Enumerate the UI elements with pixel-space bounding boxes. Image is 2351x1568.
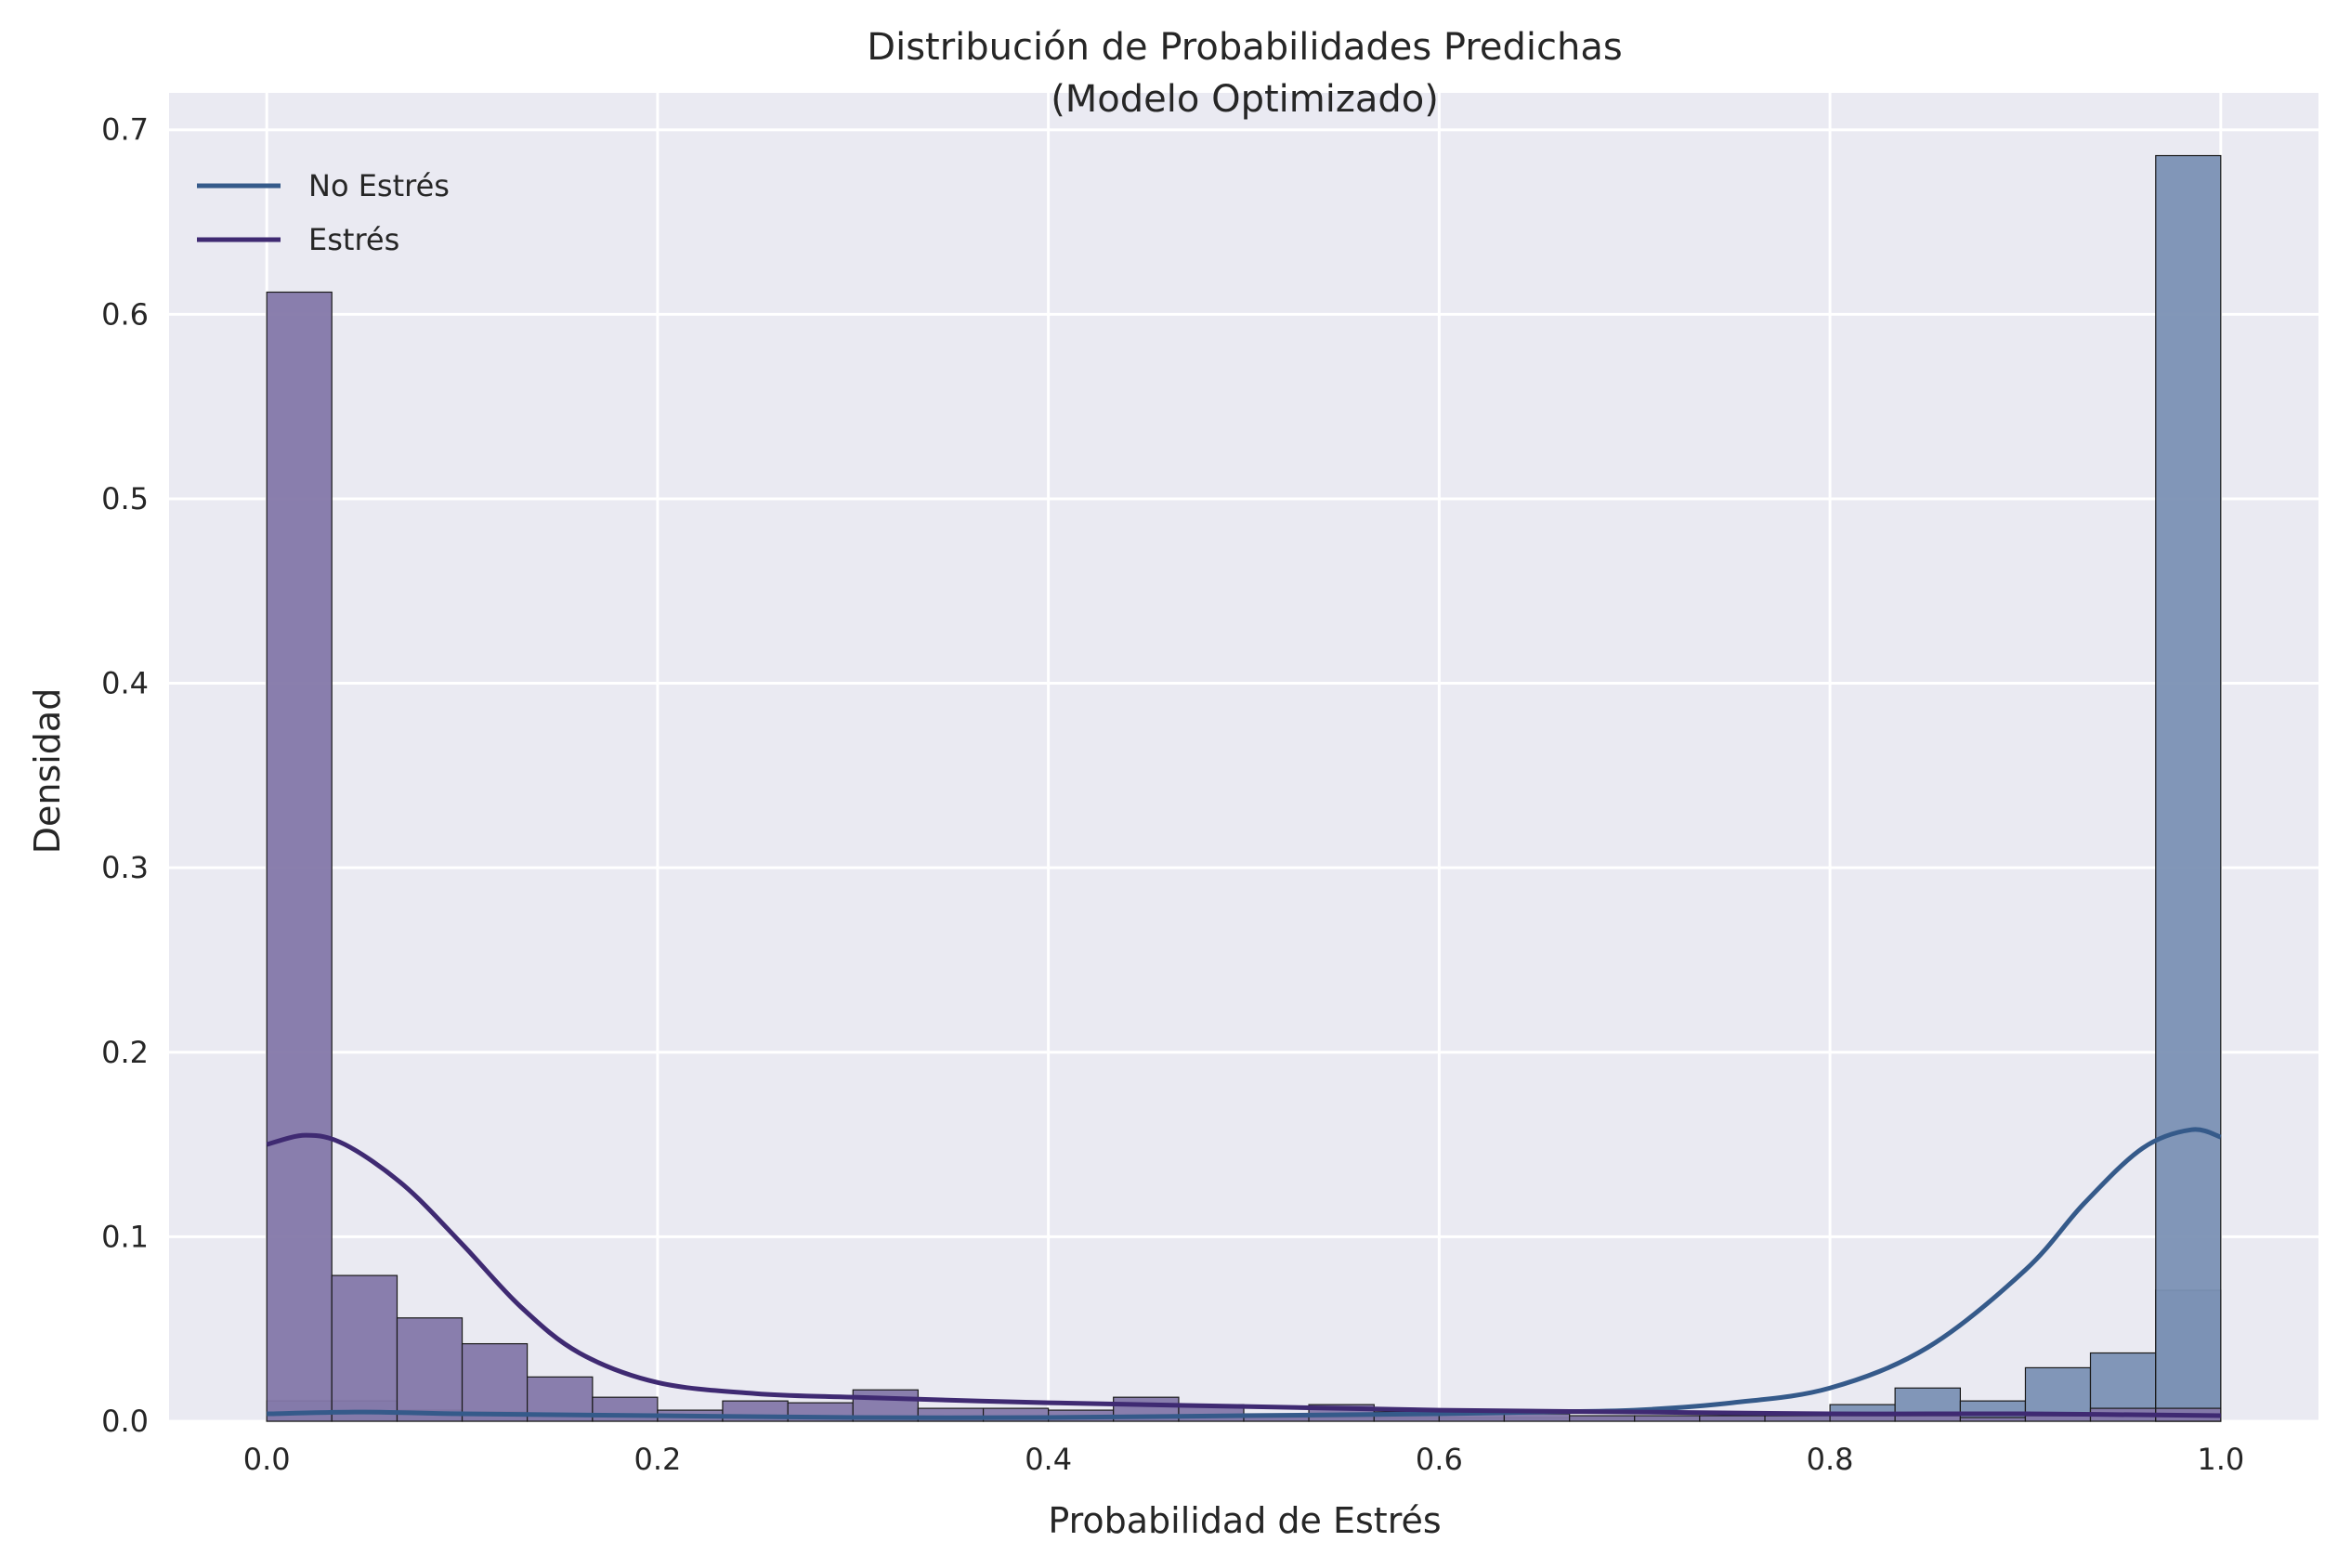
chart-title: Distribución de Probabilidades Predichas <box>867 26 1622 69</box>
histogram-bar <box>266 291 333 1422</box>
histogram-bar <box>1764 1415 1831 1422</box>
histogram-bar <box>1829 1415 1896 1422</box>
x-tick-label: 0.4 <box>1025 1442 1072 1477</box>
histogram-bar <box>1894 1415 1962 1422</box>
histogram-bar <box>331 1274 398 1422</box>
y-axis-ticks: 0.0 0.1 0.2 0.3 0.4 0.5 0.6 0.7 <box>101 112 149 1439</box>
x-tick-label: 0.6 <box>1416 1442 1463 1477</box>
y-tick-label: 0.0 <box>101 1404 149 1439</box>
histogram-bar <box>1959 1417 2027 1422</box>
x-tick-label: 0.2 <box>633 1442 681 1477</box>
x-axis-ticks: 0.0 0.2 0.4 0.6 0.8 1.0 <box>243 1442 2245 1477</box>
y-tick-label: 0.6 <box>101 296 149 332</box>
histogram-bar <box>1569 1415 1636 1422</box>
y-tick-label: 0.5 <box>101 481 149 516</box>
x-tick-label: 0.8 <box>1807 1442 1854 1477</box>
y-tick-label: 0.7 <box>101 112 149 148</box>
x-axis-label: Probabilidad de Estrés <box>1048 1500 1441 1541</box>
legend-label: No Estrés <box>308 168 450 203</box>
y-tick-label: 0.3 <box>101 850 149 885</box>
y-tick-label: 0.4 <box>101 666 149 701</box>
kde-lines <box>266 1127 2222 1420</box>
kde-line <box>267 1127 2222 1420</box>
legend: No Estrés Estrés <box>197 168 450 257</box>
x-tick-label: 1.0 <box>2197 1442 2244 1477</box>
histogram-bar <box>1503 1413 1571 1422</box>
plot-background <box>169 93 2318 1421</box>
kde-line <box>266 1132 2221 1418</box>
legend-label: Estrés <box>308 222 399 257</box>
y-tick-label: 0.1 <box>101 1219 149 1254</box>
histogram-bar <box>2155 154 2222 1422</box>
histogram-bar <box>461 1342 529 1422</box>
histogram-bar <box>396 1317 464 1422</box>
histogram-bar <box>1634 1415 1701 1422</box>
y-tick-label: 0.2 <box>101 1035 149 1070</box>
x-tick-label: 0.0 <box>243 1442 291 1477</box>
histogram-bar <box>1699 1415 1766 1422</box>
y-axis-label: Densidad <box>27 688 68 855</box>
chart-subtitle: (Modelo Optimizado) <box>1051 78 1439 121</box>
